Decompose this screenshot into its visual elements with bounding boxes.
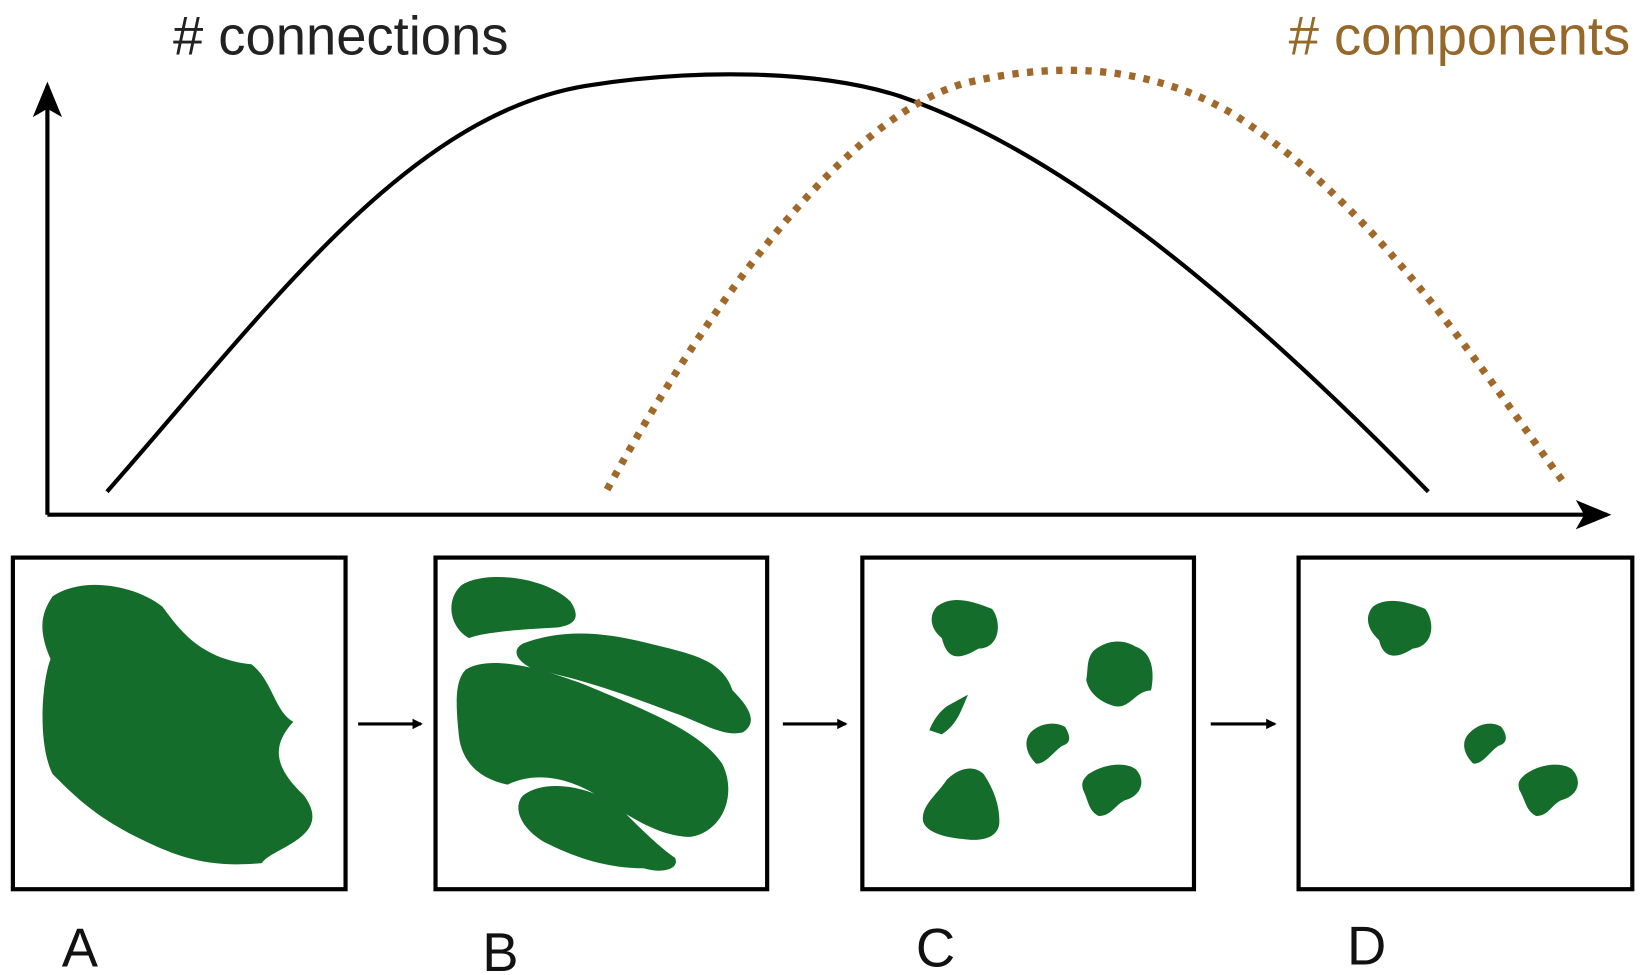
panel-label: C — [916, 918, 955, 975]
cluster — [1082, 765, 1141, 816]
page: {"labels": {"connections": "# connection… — [0, 0, 1641, 975]
connections-curve — [107, 74, 1428, 491]
panel-box — [862, 558, 1194, 890]
cluster — [932, 600, 998, 656]
cluster — [1464, 724, 1506, 764]
components-label: # components — [1289, 5, 1631, 66]
panel-label: A — [62, 918, 99, 975]
cluster — [1086, 642, 1152, 707]
panel-box — [1299, 558, 1633, 890]
cluster — [1519, 765, 1578, 816]
diagram: # connections # components A B C D — [0, 0, 1641, 975]
panel-label: D — [1347, 916, 1386, 975]
cluster — [929, 695, 968, 735]
cluster — [42, 585, 312, 865]
cluster — [923, 768, 1000, 839]
connections-label: # connections — [173, 5, 509, 66]
components-curve — [607, 70, 1564, 489]
cluster — [1368, 601, 1431, 656]
cluster — [1026, 724, 1069, 764]
panel-label: B — [482, 922, 518, 975]
cluster — [451, 577, 575, 638]
